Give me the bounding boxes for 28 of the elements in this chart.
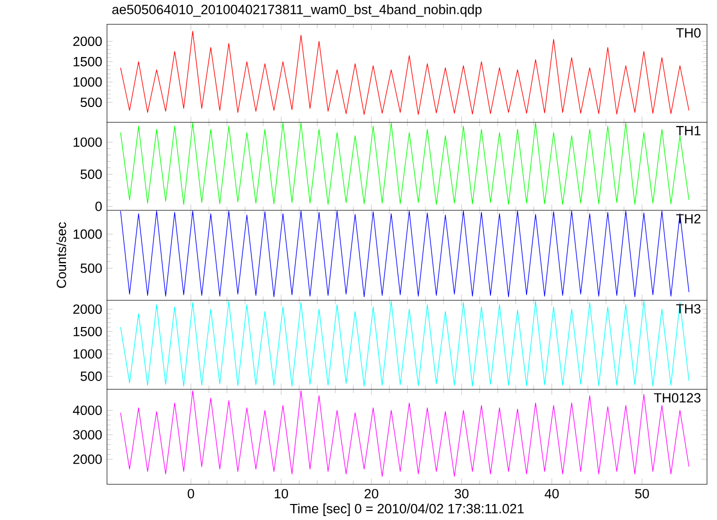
x-tick-label: 0	[188, 488, 194, 498]
series-label: TH0123	[654, 392, 700, 402]
series-label: TH1	[676, 126, 700, 136]
y-tick-label: 2000	[73, 304, 102, 314]
y-tick-label: 0	[95, 201, 102, 211]
x-tick-label: 40	[544, 488, 559, 498]
x-tick-label: 30	[454, 488, 468, 498]
y-tick-label: 2000	[73, 454, 102, 464]
y-tick-label: 1500	[74, 326, 102, 336]
x-tick-label: 50	[635, 488, 649, 498]
y-tick-label: 500	[80, 97, 102, 107]
y-tick-label: 2000	[73, 36, 102, 46]
y-tick-label: 500	[80, 263, 102, 273]
y-tick-label: 1500	[74, 56, 102, 66]
y-tick-label: 1000	[74, 229, 102, 239]
y-tick-label: 1000	[74, 137, 102, 147]
series-label: TH0	[676, 28, 701, 38]
x-tick-label: 20	[364, 488, 378, 498]
y-tick-label: 3000	[73, 430, 102, 440]
y-tick-label: 500	[80, 169, 102, 179]
y-tick-label: 4000	[72, 405, 102, 415]
y-tick-label: 1000	[74, 77, 102, 86]
chart-title: ae505064010_20100402173811_wam0_bst_4band_nobin.qdp	[112, 4, 482, 17]
x-axis-title: Time [sec] 0 = 2010/04/02 17:38:11.021	[290, 503, 524, 516]
y-tick-label: 500	[80, 371, 102, 381]
y-axis-title: Counts/sec	[56, 222, 66, 288]
y-tick-label: 1000	[74, 348, 102, 358]
x-tick-label: 10	[274, 488, 288, 498]
